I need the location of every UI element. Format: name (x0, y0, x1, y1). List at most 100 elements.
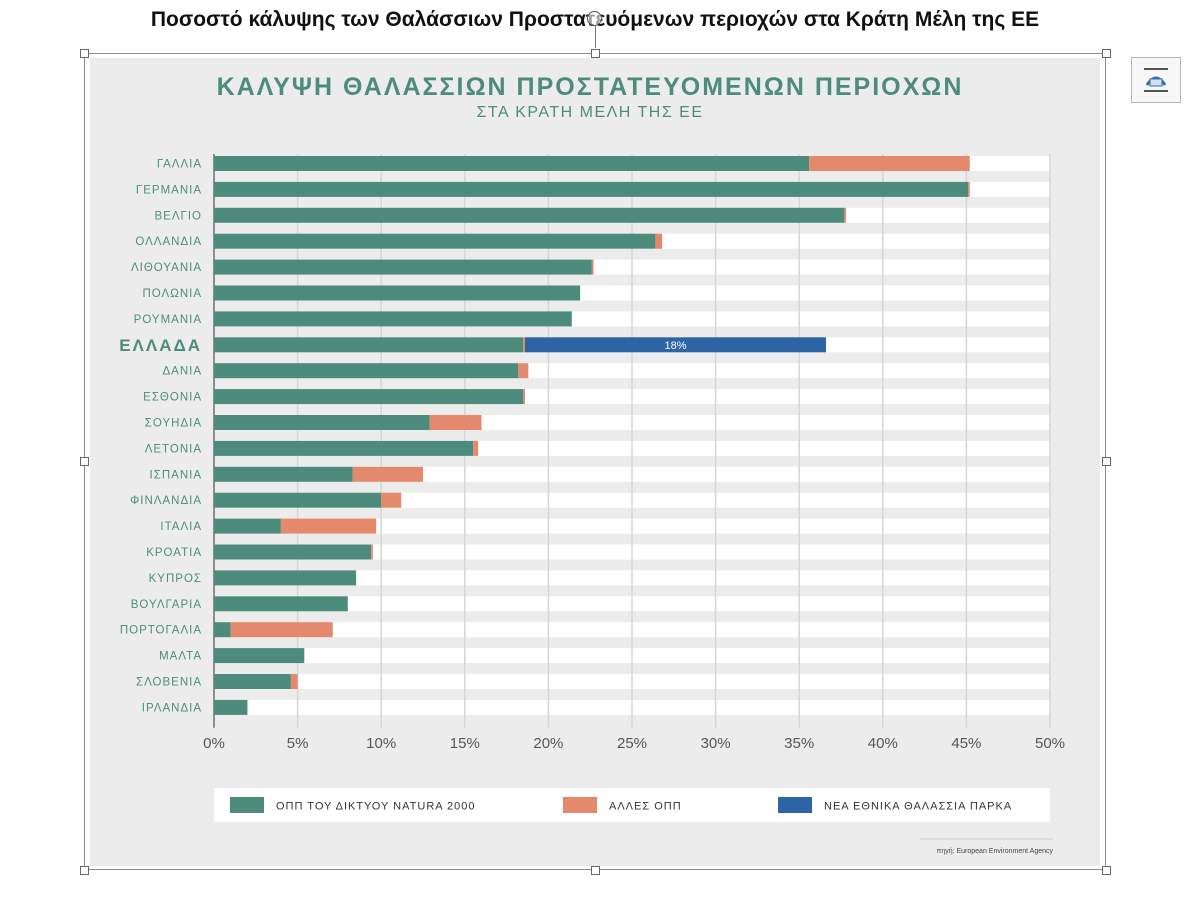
x-tick-label: 50% (1035, 735, 1065, 752)
bar-data-label: 18% (664, 340, 686, 352)
bar-segment (524, 337, 826, 353)
chart-svg: ΚΑΛΥΨΗ ΘΑΛΑΣΣΙΩΝ ΠΡΟΣΤΑΤΕΥΟΜΕΝΩΝ ΠΕΡΙΟΧΩ… (119, 73, 1065, 855)
category-label: ΒΟΥΛΓΑΡΙΑ (131, 599, 202, 611)
bar-segment (290, 674, 298, 689)
bar-segment (523, 337, 525, 353)
resize-handle-left[interactable] (80, 457, 89, 466)
x-tick-label: 20% (533, 735, 563, 752)
text-wrap-icon (1144, 68, 1168, 92)
resize-handle-right[interactable] (1102, 457, 1111, 466)
category-label: ΓΕΡΜΑΝΙΑ (136, 184, 202, 196)
category-label: ΡΟΥΜΑΝΙΑ (134, 314, 202, 326)
category-label: ΔΑΝΙΑ (162, 366, 202, 378)
bar-segment (214, 544, 372, 560)
bar-segment (523, 389, 525, 405)
bar-segment (214, 622, 231, 638)
bar-segment (518, 363, 529, 379)
bar-segment (214, 363, 519, 379)
category-label: ΠΟΡΤΟΓΑΛΙΑ (120, 625, 202, 637)
x-tick-label: 5% (287, 735, 309, 752)
x-tick-label: 0% (203, 735, 225, 752)
category-label: ΚΥΠΡΟΣ (149, 573, 202, 585)
bar-segment (214, 492, 382, 508)
bar-segment (214, 233, 656, 249)
infographic-image: ΚΑΛΥΨΗ ΘΑΛΑΣΣΙΩΝ ΠΡΟΣΤΑΤΕΥΟΜΕΝΩΝ ΠΕΡΙΟΧΩ… (90, 58, 1100, 866)
bar-segment (214, 596, 348, 612)
bar-segment (214, 259, 592, 275)
x-tick-label: 45% (951, 735, 981, 752)
x-tick-label: 15% (450, 735, 480, 752)
bar-segment (214, 440, 474, 456)
bar-segment (381, 492, 402, 508)
bar-segment (809, 156, 970, 171)
resize-handle-bottom[interactable] (591, 866, 600, 875)
legend-swatch (778, 797, 812, 813)
category-label: ΒΕΛΓΙΟ (155, 210, 203, 222)
bars: 18% (214, 156, 970, 715)
bar-segment (968, 181, 970, 197)
bar-segment (214, 415, 430, 430)
x-tick-label: 40% (868, 735, 898, 752)
bar-segment (473, 440, 479, 456)
x-tick-labels: 0% 5% 10% 15% 20% 25% 30% 35% 40% 45% 50% (203, 735, 1065, 752)
bar-segment (371, 544, 373, 560)
bar-segment (214, 207, 845, 223)
bar-segment (230, 622, 333, 638)
category-label-highlight: ΕΛΛΑΔΑ (119, 336, 202, 355)
rotate-stem (595, 26, 596, 48)
resize-handle-bottom-right[interactable] (1102, 866, 1111, 875)
legend-label: ΑΛΛΕΣ ΟΠΠ (609, 801, 682, 813)
chart-subtitle: ΣΤΑ ΚΡΑΤΗ ΜΕΛΗ ΤΗΣ ΕΕ (476, 104, 703, 121)
bar-segment (214, 311, 572, 327)
legend-swatch (230, 797, 264, 813)
bar-segment (655, 233, 663, 249)
category-label: ΛΕΤΟΝΙΑ (145, 443, 202, 455)
legend-box (214, 788, 1050, 822)
category-label: ΟΛΛΑΝΔΙΑ (135, 236, 202, 248)
category-label: ΙΡΛΑΝΔΙΑ (142, 702, 202, 714)
source-note: πηγή: European Environment Agency (936, 848, 1053, 855)
category-labels: ΓΑΛΛΙΑ ΓΕΡΜΑΝΙΑ ΒΕΛΓΙΟ ΟΛΛΑΝΔΙΑ ΛΙΘΟΥΑΝΙΑ ΠΟΛ… (119, 159, 203, 715)
layout-options-button[interactable] (1131, 57, 1181, 103)
legend-label: ΟΠΠ ΤΟΥ ΔΙΚΤΥΟΥ NATURA 2000 (276, 801, 476, 813)
x-tick-label: 10% (366, 735, 396, 752)
legend-label: ΝΕΑ ΕΘΝΙΚΑ ΘΑΛΑΣΣΙΑ ΠΑΡΚΑ (824, 801, 1012, 813)
bar-segment (591, 259, 594, 275)
category-label: ΦΙΝΛΑΝΔΙΑ (130, 495, 202, 507)
rotate-handle[interactable] (587, 11, 602, 26)
category-label: ΚΡΟΑΤΙΑ (146, 547, 202, 559)
category-label: ΙΣΠΑΝΙΑ (150, 469, 202, 481)
bar-segment (214, 156, 810, 171)
resize-handle-bottom-left[interactable] (80, 866, 89, 875)
bar-segment (280, 518, 377, 534)
bar-segment (214, 699, 248, 715)
bar-segment (214, 466, 353, 482)
resize-handle-top-left[interactable] (80, 49, 89, 58)
resize-handle-top[interactable] (591, 49, 600, 58)
x-tick-label: 30% (701, 735, 731, 752)
bar-segment (214, 648, 305, 664)
category-label: ΣΛΟΒΕΝΙΑ (136, 677, 202, 689)
bar-segment (352, 466, 423, 482)
bar-segment (844, 207, 847, 223)
bar-segment (214, 389, 524, 405)
legend: ΟΠΠ ΤΟΥ ΔΙΚΤΥΟΥ NATURA 2000 ΑΛΛΕΣ ΟΠΠ ΝΕΑ … (214, 788, 1053, 840)
bar-segment (214, 518, 281, 534)
chart-title: ΚΑΛΥΨΗ ΘΑΛΑΣΣΙΩΝ ΠΡΟΣΤΑΤΕΥΟΜΕΝΩΝ ΠΕΡΙΟΧΩ… (217, 73, 964, 101)
category-label: ΣΟΥΗΔΙΑ (145, 418, 202, 430)
bar-segment (214, 337, 524, 353)
category-label: ΜΑΛΤΑ (159, 651, 202, 663)
legend-swatch (563, 797, 597, 813)
bar-segment (214, 570, 357, 586)
resize-handle-top-right[interactable] (1102, 49, 1111, 58)
category-label: ΓΑΛΛΙΑ (157, 159, 202, 171)
bar-segment (429, 415, 482, 430)
bar-segment (214, 285, 581, 301)
category-label: ΛΙΘΟΥΑΝΙΑ (131, 262, 202, 274)
category-label: ΙΤΑΛΙΑ (160, 521, 202, 533)
category-label: ΠΟΛΩΝΙΑ (143, 288, 203, 300)
x-tick-label: 25% (617, 735, 647, 752)
category-label: ΕΣΘΟΝΙΑ (143, 392, 202, 404)
bar-segment (214, 674, 291, 689)
x-tick-label: 35% (784, 735, 814, 752)
